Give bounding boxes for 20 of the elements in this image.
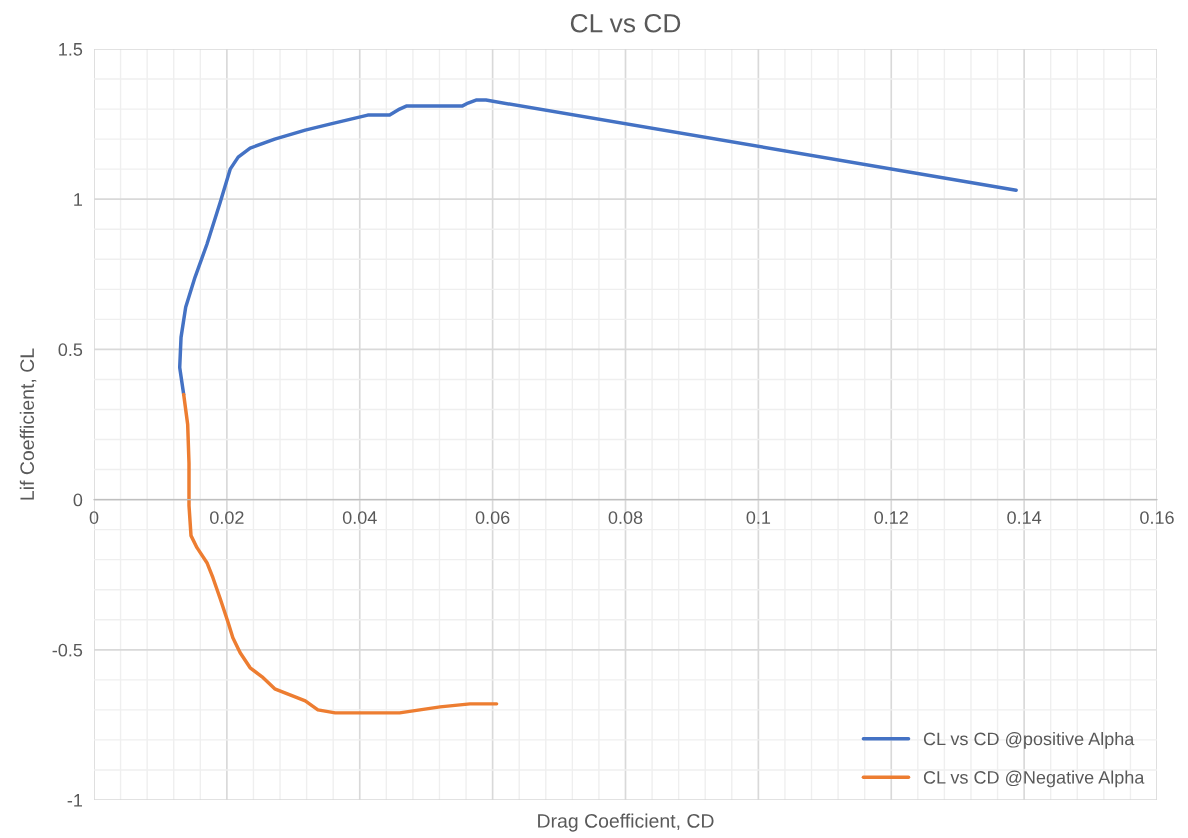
x-tick-label: 0.06 (475, 511, 510, 524)
y-tick-label: 1.5 (59, 43, 83, 56)
y-tick-label: 0 (73, 493, 83, 507)
x-tick-label: 0.14 (1007, 511, 1042, 524)
y-axis-title: Lif Coefficient, CL (19, 348, 37, 500)
legend-label: CL vs CD @positive Alpha (923, 732, 1135, 749)
x-tick-label: 0.02 (210, 511, 244, 524)
x-tick-label: 0.1 (746, 511, 771, 524)
y-tick-label: 1 (74, 193, 83, 206)
x-tick-label: 0.12 (874, 511, 908, 524)
y-tick-label: -1 (67, 794, 83, 807)
y-tick-label: -0.5 (52, 643, 83, 657)
y-tick-label: 0.5 (58, 343, 83, 357)
x-tick-label: 0 (89, 511, 99, 524)
x-tick-label: 0.16 (1140, 511, 1174, 524)
x-tick-label: 0.04 (342, 511, 377, 524)
x-axis-title: Drag Coefficient, CD (538, 813, 714, 832)
legend-label: CL vs CD @Negative Alpha (923, 770, 1145, 788)
chart-title: CL vs CD (570, 13, 681, 33)
x-tick-label: 0.08 (608, 511, 643, 524)
